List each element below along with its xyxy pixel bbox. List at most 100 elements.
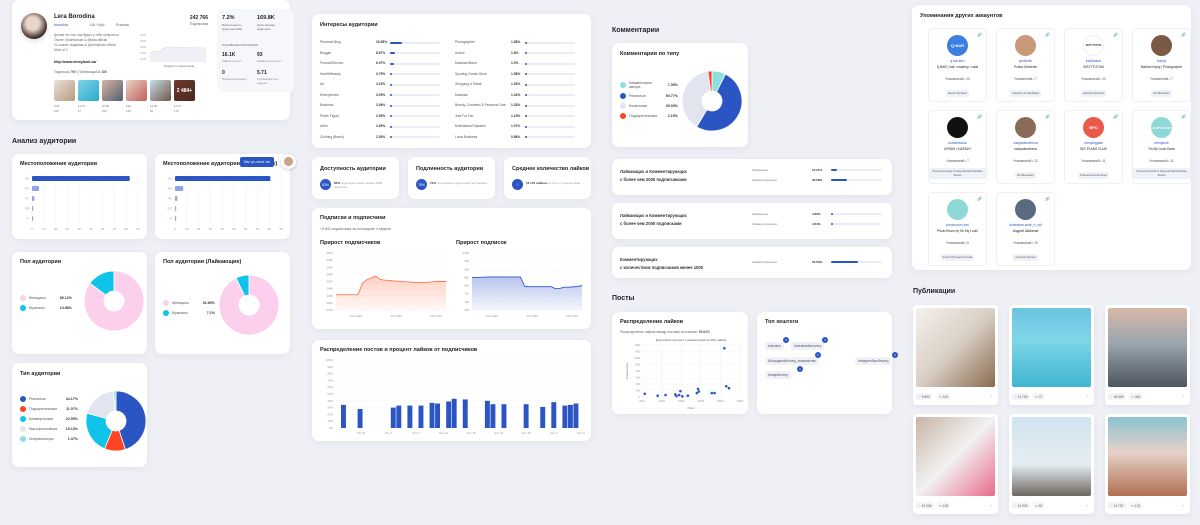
y-tick-label: RU — [168, 187, 172, 191]
mention-username[interactable]: nadyadorofeeva — [1013, 141, 1038, 145]
likes-count: 14 934 — [1017, 503, 1028, 508]
row-bar-fill — [831, 213, 834, 215]
y-tick-label: 1000 — [463, 251, 470, 255]
mention-card[interactable]: 🔗 BPC ohmybigplan BIG PLANS CLUB Упоминаний … — [1064, 110, 1123, 184]
y-tick-label: 30% — [327, 406, 333, 410]
interest-bar-track — [525, 104, 575, 107]
mention-avatar: OH MY LOOK! — [1151, 117, 1172, 138]
mention-username[interactable]: ohmylook — [1154, 141, 1169, 145]
bar — [523, 404, 529, 428]
chevron-down-icon[interactable]: ⌄ — [1085, 502, 1089, 507]
avatar — [21, 13, 47, 39]
post-thumbnail[interactable] — [102, 80, 123, 101]
x-tick-label: 60 — [101, 227, 105, 231]
support-avatar[interactable] — [281, 154, 296, 169]
mini-tick: 300K — [140, 33, 147, 37]
mention-card[interactable]: 🔗 nadyadorofeeva nadyadorofeeva Упоминаний … — [996, 110, 1055, 184]
mention-username[interactable]: shabanov.andr_ri_sdl — [1009, 223, 1042, 227]
mention-card[interactable]: 🔗 OH MY LOOK! ohmylook Oh My Look! Kиев Упом… — [1132, 110, 1191, 184]
legend-label: Реальные — [29, 397, 46, 401]
metric-label: Лайков на пост — [222, 59, 242, 63]
mention-category: Not Business — [1151, 89, 1172, 97]
scatter-point — [656, 394, 659, 397]
row-label: Лайкающих — [752, 212, 769, 216]
interest-row: Motivational Speaker 1.07% — [455, 124, 580, 130]
interest-value: 1.53% — [511, 82, 521, 86]
mention-username[interactable]: kurazhbazar — [948, 141, 967, 145]
interest-row: Just For Fun 1.15% — [455, 114, 580, 120]
post-thumbnail[interactable] — [78, 80, 99, 101]
publication-card[interactable]: ♡ 26 859 ▭ 334 ⌄ — [1105, 305, 1190, 405]
mention-card[interactable]: 🔗 photoroom.oml Photo Room by Oh My Look! У… — [928, 192, 987, 266]
mention-card[interactable]: 🔗 INSTYTUTUM instytutum INSTYTUTUM Упоминани… — [1064, 28, 1123, 102]
hashtag-chip[interactable]: #бородинаблогер_знакомства — [765, 357, 819, 365]
hashtag-chip[interactable]: #ukrainediscovery — [791, 342, 825, 350]
publication-card[interactable]: ♡ 14 757 ▭ 176 ⌄ — [1105, 414, 1190, 514]
subscriptions-card: Подписки и подписчики +3 841 подписчика … — [312, 208, 591, 329]
publications-section-title: Публикации — [913, 288, 956, 295]
publication-card[interactable]: ♡ 13 750 ▭ 27 ⌄ — [1009, 305, 1094, 405]
row-bar-fill — [831, 179, 847, 181]
bar — [429, 402, 435, 428]
mention-category: Professional Services — [1078, 171, 1109, 179]
chevron-down-icon[interactable]: ⌄ — [989, 502, 993, 507]
mention-card[interactable]: 🔗 grebenik Polina Grebenik Упоминаний • 7 Cr… — [996, 28, 1055, 102]
comments-count: 126 — [942, 503, 949, 508]
post-thumbnail[interactable]: 2 484+ — [174, 80, 195, 101]
mention-username[interactable]: q.bar.kiev — [950, 59, 965, 63]
profile-username[interactable]: borodina — [54, 23, 68, 27]
chevron-down-icon[interactable]: ⌄ — [1181, 393, 1185, 398]
card-title: Среднее количество лайков — [512, 166, 590, 172]
bar — [462, 399, 468, 428]
interest-bar-track — [525, 94, 575, 96]
card-title: Пол аудитории — [20, 259, 62, 265]
mention-name: Marina Korpiy | Photographer — [1140, 65, 1183, 69]
hashtag-chip[interactable]: #пиарлюбыхблогер — [855, 357, 892, 365]
mention-username[interactable]: photoroom.oml — [946, 223, 969, 227]
mention-username[interactable]: instytutum — [1085, 59, 1102, 63]
er-label: Вовлеченность аудитории (ER) — [222, 23, 243, 31]
interest-label: Product/Service — [320, 61, 344, 65]
interest-row: Shopping & Retail 1.53% — [455, 82, 580, 88]
stats-panel: 7.2% Вовлеченность аудитории (ER) 169.8K… — [217, 9, 294, 92]
hashtag-chip[interactable]: #ukraine — [765, 342, 785, 350]
publication-card[interactable]: ♡ 14 934 ▭ 52 ⌄ — [1009, 414, 1094, 514]
publication-card[interactable]: ♡ 19 006 ▭ 126 ⌄ — [913, 414, 998, 514]
location-card: Местоположение аудитории 0 10 20 30 40 50 60 70… — [12, 154, 147, 239]
post-thumbnail[interactable] — [150, 80, 171, 101]
hashtag-chip[interactable]: #пиарблогер — [765, 371, 792, 379]
mention-category: Home Services — [946, 89, 969, 97]
interests-card: Интересы аудитории Personal Blog 20.55% Bl… — [312, 14, 591, 148]
chevron-down-icon[interactable]: ⌄ — [1181, 502, 1185, 507]
mention-username[interactable]: grebenik — [1018, 59, 1032, 63]
gender-card: Пол аудитории Женщины 85.12% Мужчины 14.88% — [12, 252, 147, 354]
y-tick-label: GY — [168, 207, 172, 211]
mention-username[interactable]: ohmybigplan — [1083, 141, 1104, 145]
publication-card[interactable]: ♡ 5 690 ▭ 100 ⌄ — [913, 305, 998, 405]
post-thumbnail[interactable] — [54, 80, 75, 101]
mention-username[interactable]: korpiy — [1156, 59, 1167, 63]
scatter-point — [664, 393, 667, 397]
y-tick-label: PL — [168, 197, 172, 201]
post-thumbnail[interactable] — [126, 80, 147, 101]
row-bar-track — [831, 261, 882, 263]
metric-value: 5.71 — [257, 70, 267, 76]
legend-value: 22.55% — [65, 417, 78, 421]
mention-card[interactable]: 🔗 kurazhbazar КУРАЖ | KURAZH Упоминаний • 7… — [928, 110, 987, 184]
profile-link[interactable]: http://www.ohmylook.ua/ — [54, 60, 97, 64]
mention-card[interactable]: 🔗 Q·BAR q.bar.kiev Q.BAR | hair • makeup • … — [928, 28, 987, 102]
mention-card[interactable]: 🔗 shabanov.andr_ri_sdl Андрей Шабанов Упоми… — [996, 192, 1055, 266]
likes-distribution-card: Распределение лайков Распределение лайко… — [612, 312, 748, 414]
link-icon: 🔗 — [977, 32, 982, 37]
legend-swatch — [20, 295, 26, 301]
interest-row: Sporting Goods Store 1.56% — [455, 72, 580, 78]
mini-tick: 100K — [140, 57, 147, 61]
chevron-down-icon[interactable]: ⌄ — [989, 393, 993, 398]
interest-value: 8.67% — [376, 50, 386, 55]
interest-value: 1.07% — [511, 124, 521, 128]
publication-image — [1012, 417, 1091, 496]
chevron-down-icon[interactable]: ⌄ — [1085, 393, 1089, 398]
help-tooltip[interactable]: Мы тут, если что — [240, 157, 275, 167]
mention-card[interactable]: 🔗 korpiy Marina Korpiy | Photographer Упоми… — [1132, 28, 1191, 102]
card-title: Комментирующих — [620, 257, 658, 262]
